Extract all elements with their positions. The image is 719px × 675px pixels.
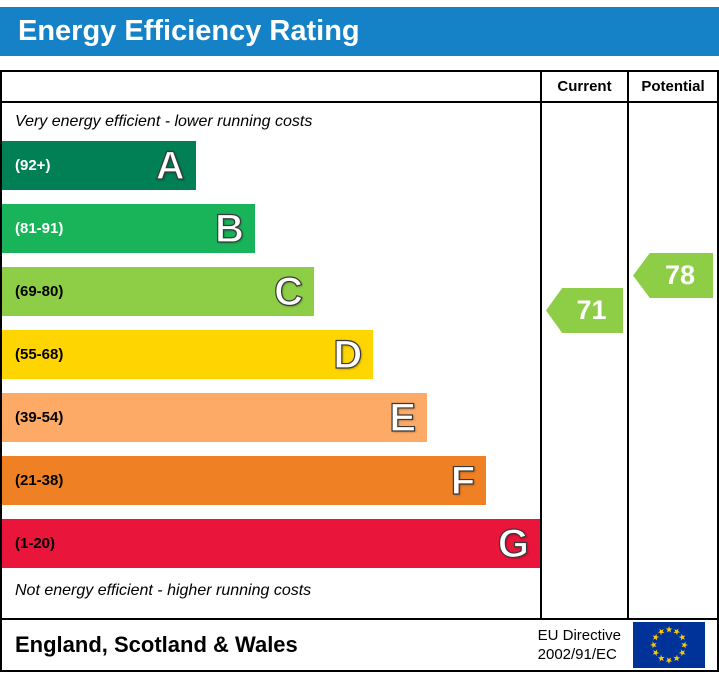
band-row-e: (39-54) E [2, 393, 428, 442]
band-range: (21-38) [15, 472, 64, 489]
title-bar: Energy Efficiency Rating [0, 7, 719, 56]
band-row-f: (21-38) F [2, 456, 487, 505]
current-rating-value: 71 [576, 295, 607, 325]
page-title: Energy Efficiency Rating [18, 15, 360, 47]
potential-column: 78 [627, 103, 717, 618]
band-row-d: (55-68) D [2, 330, 374, 379]
potential-rating-value: 78 [664, 260, 696, 290]
band-letter: F [450, 458, 476, 503]
current-column: 71 [540, 103, 627, 618]
band-letter: G [497, 521, 529, 566]
current-column-header: Current [540, 72, 627, 103]
band-range: (39-54) [15, 409, 64, 426]
band-letter: B [214, 206, 244, 251]
band-range: (69-80) [15, 283, 64, 300]
header-spacer [2, 72, 540, 103]
band-letter: E [389, 395, 417, 440]
band-row-g: (1-20) G [2, 519, 540, 568]
eu-flag-icon: ★ ★ ★ ★ ★ ★ ★ ★ ★ ★ ★ ★ [633, 622, 705, 668]
energy-rating-chart: Current Potential Very energy efficient … [2, 72, 717, 618]
current-rating-arrow: 71 [546, 288, 623, 333]
chart-frame: Current Potential Very energy efficient … [0, 70, 719, 672]
eu-directive-line1: EU Directive [537, 626, 621, 644]
bottom-note: Not energy efficient - higher running co… [15, 582, 312, 599]
potential-column-header: Potential [627, 72, 717, 103]
band-letter: C [274, 269, 304, 314]
band-range: (1-20) [15, 535, 56, 552]
band-range: (92+) [15, 157, 51, 174]
top-note: Very energy efficient - lower running co… [15, 113, 313, 130]
region-label: England, Scotland & Wales [15, 632, 298, 657]
band-letter: A [155, 143, 185, 188]
eu-flag-star: ★ [664, 624, 674, 635]
eu-directive-label: EU Directive 2002/91/EC [538, 626, 621, 665]
eu-directive-line2: 2002/91/EC [537, 646, 617, 663]
band-letter: D [333, 332, 363, 377]
band-row-a: (92+) A [2, 141, 196, 190]
potential-rating-arrow: 78 [633, 253, 713, 298]
band-row-b: (81-91) B [2, 204, 255, 253]
band-range: (55-68) [15, 346, 64, 363]
band-range: (81-91) [15, 220, 64, 237]
band-row-c: (69-80) C [2, 267, 315, 316]
footer: England, Scotland & Wales EU Directive 2… [2, 618, 717, 670]
band-area: Very energy efficient - lower running co… [2, 103, 540, 618]
